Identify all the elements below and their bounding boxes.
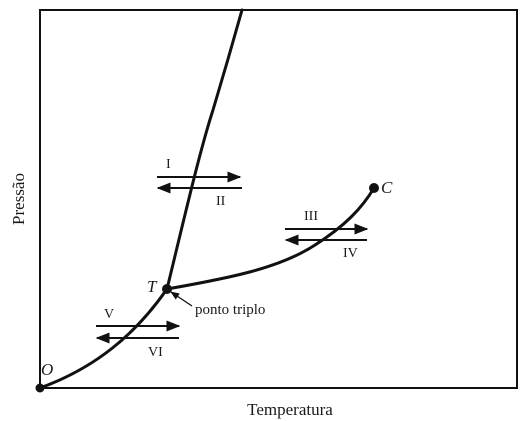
triple-point-annotation: ponto triplo: [195, 302, 265, 318]
solid-liquid-curve: [165, 8, 244, 291]
origin-point: [35, 383, 45, 393]
label-I: I: [166, 157, 171, 172]
plot-frame: [39, 9, 518, 389]
liquid-gas-curve: [165, 186, 376, 291]
critical-point: [369, 183, 379, 193]
critical-label: C: [381, 178, 393, 197]
solid-gas-curve: [38, 287, 169, 390]
y-axis-label: Pressão: [9, 173, 28, 225]
triple-annotation-pointer: [170, 291, 193, 307]
triple-point: [162, 284, 172, 294]
label-VI: VI: [148, 345, 163, 360]
label-IV: IV: [343, 246, 358, 261]
label-III: III: [304, 209, 318, 224]
label-II: II: [216, 194, 226, 209]
triple-label: T: [147, 277, 158, 296]
x-axis-label: Temperatura: [247, 400, 333, 419]
label-V: V: [104, 307, 114, 322]
origin-label: O: [41, 360, 53, 379]
